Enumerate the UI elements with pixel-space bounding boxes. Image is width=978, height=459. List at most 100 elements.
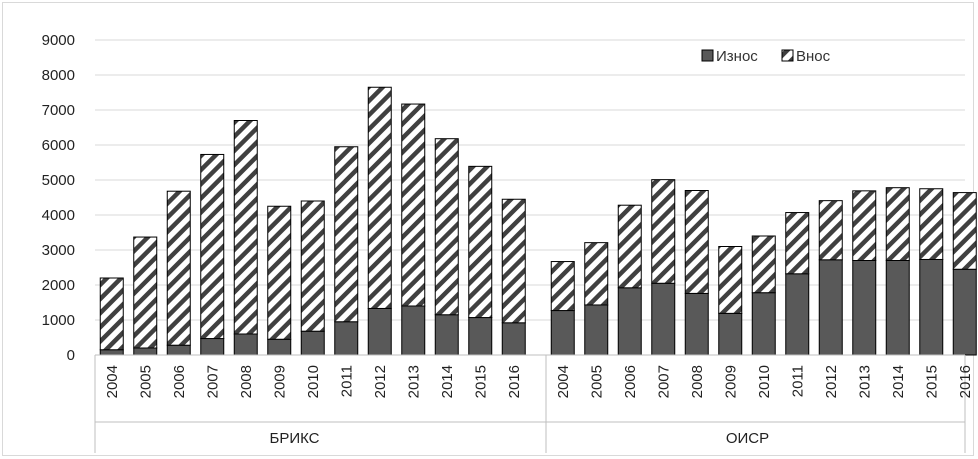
bar-iznos <box>617 287 642 356</box>
bar-iznos <box>133 347 158 356</box>
bar-vnos <box>852 190 877 262</box>
bar-vnos <box>617 204 642 289</box>
x-tick-label: 2006 <box>171 365 188 398</box>
bar-iznos <box>267 338 292 356</box>
x-tick-label: 2004 <box>104 365 121 398</box>
x-tick-label: 2015 <box>923 365 940 398</box>
x-tick-label: 2013 <box>856 365 873 398</box>
bar-iznos <box>233 333 258 356</box>
x-tick-label: 2016 <box>506 365 523 398</box>
bar-vnos <box>751 235 776 294</box>
bar-iznos <box>434 314 459 356</box>
x-tick-label: 2007 <box>655 365 672 398</box>
bar-vnos <box>684 190 709 294</box>
bar-vnos <box>267 205 292 340</box>
y-tick-label: 2000 <box>42 277 75 294</box>
bar-iznos <box>468 317 493 356</box>
group-label: ОИСР <box>726 430 769 447</box>
x-tick-label: 2012 <box>823 365 840 398</box>
bar-vnos <box>651 179 676 284</box>
bar-iznos <box>501 322 526 356</box>
bar-iznos <box>818 259 843 356</box>
x-tick-label: 2005 <box>588 365 605 398</box>
bar-iznos <box>751 292 776 356</box>
bar-iznos <box>334 321 359 356</box>
bar-iznos <box>401 305 426 356</box>
y-tick-label: 4000 <box>42 207 75 224</box>
y-tick-label: 6000 <box>42 137 75 154</box>
legend-swatch-iznos <box>701 49 714 62</box>
bar-iznos <box>200 338 225 356</box>
bar-vnos <box>885 187 910 261</box>
x-tick-label: 2014 <box>890 365 907 398</box>
bar-vnos <box>952 192 977 270</box>
bar-vnos <box>919 188 944 260</box>
bar-vnos <box>133 236 158 349</box>
bar-vnos <box>434 138 459 316</box>
bar-vnos <box>200 153 225 340</box>
legend: Износ Внос <box>701 48 831 65</box>
bar-iznos <box>952 268 977 356</box>
bar-iznos <box>300 330 325 356</box>
x-tick-label: 2016 <box>957 365 974 398</box>
bars <box>99 86 977 356</box>
bar-vnos <box>584 242 609 306</box>
bar-iznos <box>919 258 944 356</box>
x-tick-label: 2007 <box>204 365 221 398</box>
bar-vnos <box>233 120 258 335</box>
bar-iznos <box>651 282 676 356</box>
bar-vnos <box>334 146 359 323</box>
bar-vnos <box>401 103 426 307</box>
bar-iznos <box>584 304 609 356</box>
bar-iznos <box>684 292 709 356</box>
y-tick-label: 3000 <box>42 242 75 259</box>
x-tick-label: 2011 <box>338 365 355 397</box>
bar-iznos <box>885 260 910 356</box>
bar-iznos <box>785 273 810 356</box>
y-tick-label: 9000 <box>42 32 75 49</box>
axes <box>94 354 966 453</box>
y-tick-label: 7000 <box>42 102 75 119</box>
x-tick-label: 2011 <box>789 365 806 397</box>
bar-vnos <box>550 261 575 312</box>
legend-label-vnos: Внос <box>796 48 831 65</box>
bar-vnos <box>718 246 743 314</box>
x-tick-label: 2013 <box>405 365 422 398</box>
y-tick-label: 1000 <box>42 312 75 329</box>
x-tick-label: 2009 <box>271 365 288 398</box>
x-axis-labels: 2004 2005 2006 2007 2008 2009 2010 2011 2012 2013… <box>104 365 974 447</box>
group-label: БРИКС <box>269 430 319 447</box>
bar-iznos <box>852 260 877 356</box>
y-tick-label: 5000 <box>42 172 75 189</box>
bar-vnos <box>300 200 325 332</box>
x-tick-label: 2005 <box>137 365 154 398</box>
bar-iznos <box>166 344 191 356</box>
bar-vnos <box>818 200 843 261</box>
y-tick-label: 0 <box>67 347 75 364</box>
bar-iznos <box>550 310 575 356</box>
bar-iznos <box>99 349 124 356</box>
x-tick-label: 2009 <box>722 365 739 398</box>
legend-label-iznos: Износ <box>716 48 758 65</box>
x-tick-label: 2008 <box>689 365 706 398</box>
bar-vnos <box>99 277 124 351</box>
y-axis-ticks: 0 1000 2000 3000 4000 5000 6000 7000 8000 9000 <box>42 32 75 364</box>
x-tick-label: 2010 <box>756 365 773 398</box>
x-tick-label: 2015 <box>472 365 489 398</box>
y-tick-label: 8000 <box>42 67 75 84</box>
x-tick-label: 2010 <box>305 365 322 398</box>
bar-vnos <box>501 198 526 324</box>
x-tick-label: 2004 <box>555 365 572 398</box>
x-tick-label: 2012 <box>372 365 389 398</box>
legend-swatch-vnos <box>781 49 794 62</box>
x-tick-label: 2006 <box>622 365 639 398</box>
x-tick-label: 2008 <box>238 365 255 398</box>
bar-vnos <box>785 212 810 275</box>
bar-vnos <box>166 190 191 346</box>
bar-vnos <box>367 86 392 309</box>
bar-iznos <box>367 307 392 356</box>
x-tick-label: 2014 <box>439 365 456 398</box>
bar-vnos <box>468 165 493 319</box>
bar-iznos <box>718 312 743 356</box>
